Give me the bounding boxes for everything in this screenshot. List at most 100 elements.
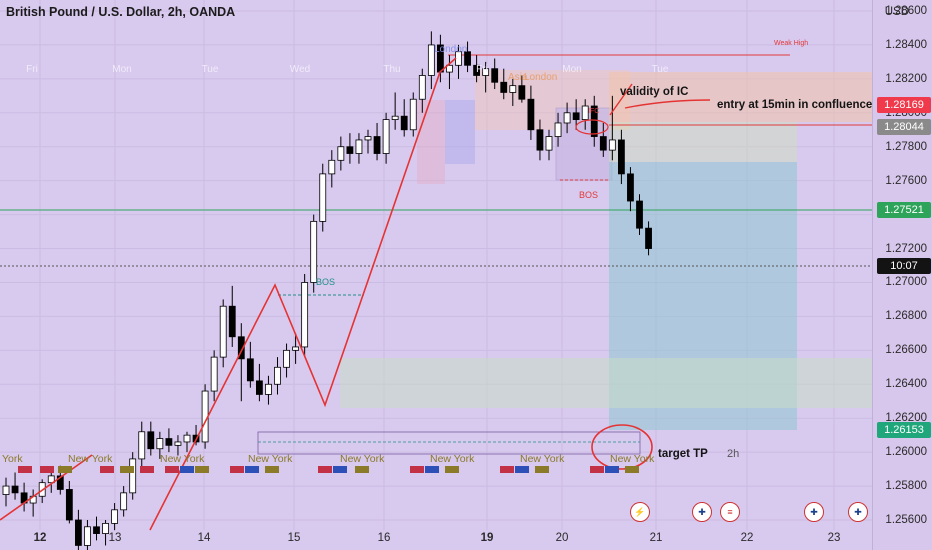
candle-body	[618, 139, 625, 175]
session-marker	[140, 466, 154, 473]
candle-body	[473, 64, 481, 76]
target-circle	[591, 424, 653, 470]
arrow-validity	[609, 83, 633, 116]
session-marker	[245, 466, 259, 473]
candle-body	[174, 441, 182, 446]
price-tick-label: 1.26600	[885, 344, 927, 357]
trend-line-red	[149, 57, 457, 531]
bos-label-2: BOS	[579, 190, 599, 200]
session-marker	[500, 466, 514, 473]
session-marker	[265, 466, 279, 473]
candle-body	[608, 139, 616, 151]
candle-body	[310, 220, 318, 283]
uk-flag-icon-2[interactable]: ✚	[848, 502, 868, 522]
lightning-icon[interactable]: ⚡	[630, 502, 650, 522]
price-tick-label: 1.28200	[885, 72, 927, 85]
price-tick-label: 1.27600	[885, 174, 927, 187]
session-label: York	[2, 453, 23, 465]
candle-body	[319, 173, 327, 222]
candle-body	[645, 227, 652, 249]
session-marker	[605, 466, 619, 473]
candle-body	[210, 356, 218, 392]
candle-body	[599, 136, 607, 151]
candle-body	[464, 51, 471, 66]
price-tick-label: 1.25600	[885, 514, 927, 526]
candle-body	[337, 146, 345, 161]
chart-title: British Pound / U.S. Dollar, 2h, OANDA	[6, 5, 236, 19]
time-axis-label: 13	[108, 532, 122, 544]
candle-body	[219, 305, 227, 358]
candle-body	[301, 282, 309, 348]
time-axis-label: 15	[287, 532, 301, 544]
session-label: New York	[68, 453, 113, 465]
ghost-day-label: Tue	[651, 64, 669, 75]
ghost-day-label: Tue	[201, 64, 219, 75]
session-marker	[410, 466, 424, 473]
candle-body	[147, 431, 155, 450]
target-tp-annotation: target TP	[658, 448, 708, 460]
time-axis-label: 23	[827, 532, 841, 544]
london-label-1: London	[434, 44, 468, 55]
time-axis-label: 14	[197, 532, 211, 544]
price-tick-label: 1.28400	[885, 38, 927, 51]
candle-body	[545, 136, 553, 151]
candle-body	[446, 64, 453, 73]
session-marker	[120, 466, 134, 473]
session-marker	[195, 466, 209, 473]
entry-annotation: entry at 15min in confluence wi	[717, 99, 872, 111]
price-tick-label: 1.26000	[885, 446, 927, 459]
validity-annotation: validity of IC	[620, 86, 689, 98]
ghost-day-label: Mon	[562, 64, 582, 75]
session-label: New York	[248, 453, 293, 465]
timeframe-label: 2h	[727, 448, 740, 460]
candle-body	[382, 119, 390, 154]
candle-body	[563, 112, 571, 124]
currency-label: USD	[884, 6, 909, 18]
asia-label: Asia	[508, 72, 528, 83]
candle-body	[165, 438, 173, 446]
session-marker	[535, 466, 549, 473]
chart-area[interactable]: British Pound / U.S. Dollar, 2h, OANDA F…	[0, 0, 872, 550]
session-marker	[165, 466, 179, 473]
session-marker	[333, 466, 347, 473]
candle-body	[138, 431, 146, 460]
time-axis-label: 19	[480, 532, 494, 544]
time-axis-label: 20	[555, 532, 569, 544]
price-tick-label: 1.26400	[885, 378, 927, 391]
price-scale[interactable]: USD 1.286001.284001.282001.280001.278001…	[872, 0, 932, 550]
candle-body	[65, 489, 73, 521]
candle-body	[509, 85, 517, 93]
candle-body	[427, 44, 435, 76]
candle-body	[75, 519, 82, 546]
session-label: New York	[610, 453, 655, 465]
candle-body	[292, 346, 300, 351]
price-chart[interactable]	[0, 0, 872, 550]
candle-body	[56, 475, 64, 490]
candle-body	[554, 122, 562, 137]
session-marker	[318, 466, 332, 473]
stop-zone	[609, 122, 797, 162]
candle-body	[265, 383, 272, 395]
candle-body	[11, 485, 19, 494]
price-tick-label: 1.27000	[885, 276, 927, 289]
time-axis-label: 21	[649, 532, 663, 544]
ifc-label: IFC	[588, 108, 600, 115]
candle-body	[328, 159, 336, 175]
candle-body	[228, 305, 236, 338]
eu-flag-icon[interactable]: ✚	[804, 502, 824, 522]
candle-body	[120, 492, 128, 511]
candle-body	[627, 173, 634, 202]
candle-body	[400, 115, 408, 131]
candle-body	[346, 146, 354, 154]
price-tick-label: 1.26800	[885, 310, 927, 323]
us-flag-icon[interactable]: ≡	[720, 502, 740, 522]
candle-body	[2, 485, 10, 495]
candle-body	[93, 526, 100, 534]
price-tick-label: 1.27800	[885, 140, 927, 153]
uk-flag-icon[interactable]: ✚	[692, 502, 712, 522]
price-tick-label: 1.28600	[885, 5, 927, 17]
session-marker	[100, 466, 114, 473]
trend-line-red-2	[0, 454, 93, 521]
candle-body	[255, 380, 263, 395]
session-marker	[40, 466, 54, 473]
